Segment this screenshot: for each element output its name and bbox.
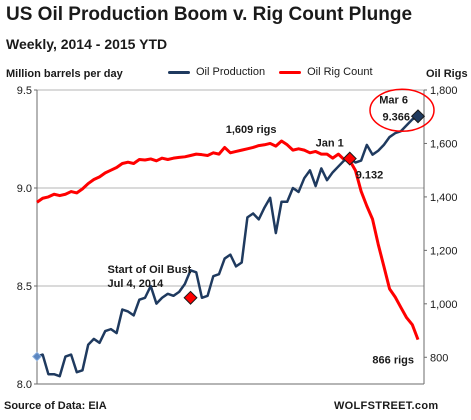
annotation-oil-bust-label: Start of Oil Bust: [108, 264, 192, 276]
annotation-oil-bust-date: Jul 4, 2014: [108, 278, 165, 290]
start-point-marker: [32, 351, 42, 362]
left-tick-label: 8.0: [17, 379, 32, 391]
marker-oil-bust: [183, 290, 198, 305]
annotation-jan-1-value: 9.132: [356, 170, 384, 182]
legend-label-production: Oil Production: [196, 66, 266, 78]
legend-item-production: Oil Production: [168, 66, 265, 78]
marker-jan-1: [342, 151, 357, 166]
annotation-mar-6: Mar 6: [379, 94, 408, 106]
highlight-ellipse: [369, 88, 435, 133]
legend-swatch-rigs: [279, 70, 302, 74]
series-line-rig-count: [36, 139, 420, 341]
right-tick-label: 1,600: [430, 138, 458, 150]
series-line-oil-production: [36, 115, 419, 378]
annotation-peak-rigs: 1,609 rigs: [226, 124, 277, 136]
left-tick-label: 9.0: [17, 183, 32, 195]
source-note: Source of Data: EIA: [4, 400, 107, 412]
left-tick-label: 8.5: [17, 281, 32, 293]
right-tick-label: 1,000: [430, 299, 458, 311]
annotation-end-rigs: 866 rigs: [372, 355, 414, 367]
legend-swatch-production: [168, 70, 190, 74]
legend-item-rigs: Oil Rig Count: [279, 66, 373, 78]
brand-label: WOLFSTREET.com: [334, 400, 439, 412]
chart-subtitle: Weekly, 2014 - 2015 YTD: [6, 36, 168, 52]
left-axis-label: Million barrels per day: [6, 68, 123, 80]
right-tick-label: 800: [430, 352, 448, 364]
legend-label-rigs: Oil Rig Count: [307, 66, 373, 78]
right-axis-label: Oil Rigs: [426, 68, 468, 80]
right-tick-label: 1,800: [430, 85, 458, 97]
left-tick-label: 9.5: [17, 85, 32, 97]
right-tick-label: 1,200: [430, 245, 458, 257]
right-tick-label: 1,400: [430, 192, 458, 204]
marker-mar-6: [410, 109, 426, 124]
annotation-jan-1: Jan 1: [316, 138, 344, 150]
annotation-mar-6-value: 9.366: [382, 111, 410, 123]
chart-title: US Oil Production Boom v. Rig Count Plun…: [6, 4, 413, 25]
legend: Oil Production Oil Rig Count: [168, 66, 387, 78]
